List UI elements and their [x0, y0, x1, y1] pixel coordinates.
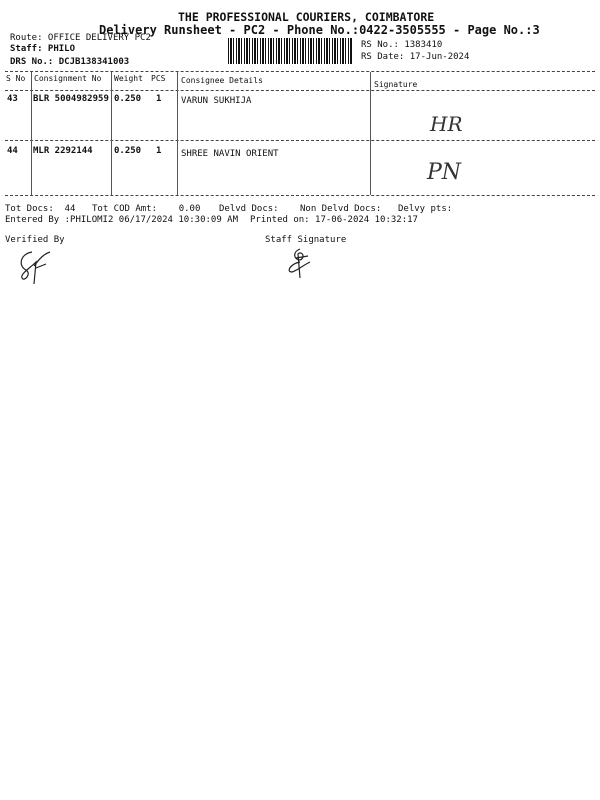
tot-cod: Tot COD Amt: 0.00: [92, 204, 201, 214]
col-weight: Weight: [114, 74, 143, 83]
weight: 0.250: [114, 94, 142, 104]
sno: 43: [7, 94, 18, 104]
pcs: 1: [156, 94, 162, 104]
staff-signature: [288, 248, 311, 279]
consignment-no: MLR 2292144: [33, 146, 93, 156]
verified-by-label: Verified By: [5, 235, 65, 245]
col-pcs: PCS: [151, 74, 166, 83]
consignee: SHREE NAVIN ORIENT: [181, 149, 279, 159]
runsheet-subtitle: Delivery Runsheet - PC2 - Phone No.:0422…: [99, 23, 540, 37]
col-consignment: Consignment No: [34, 74, 102, 83]
col-sno: S No: [6, 74, 26, 83]
staff: Staff: PHILO: [10, 44, 76, 54]
delvy-pts: Delvy pts:: [398, 204, 453, 214]
recipient-signature: HR: [430, 112, 463, 136]
entered-by: Entered By :PHILOMI2 06/17/2024 10:30:09…: [5, 215, 238, 225]
tot-docs: Tot Docs: 44: [5, 204, 76, 214]
col-signature: Signature: [374, 80, 418, 89]
staff-signature-label: Staff Signature: [265, 235, 347, 245]
company-title: THE PROFESSIONAL COURIERS, COIMBATORE: [178, 10, 435, 24]
barcode: [228, 38, 353, 64]
recipient-signature: PN: [427, 160, 462, 185]
rs-date: RS Date: 17-Jun-2024: [361, 52, 470, 62]
non-delvd-docs: Non Delvd Docs:: [300, 204, 382, 214]
consignment-no: BLR 5004982959: [33, 94, 109, 104]
rs-no: RS No.: 1383410: [361, 40, 443, 50]
pcs: 1: [156, 146, 162, 156]
verifier-signature: [20, 251, 51, 285]
sno: 44: [7, 146, 18, 156]
col-consignee: Consignee Details: [181, 76, 263, 85]
printed-on: Printed on: 17-06-2024 10:32:17: [250, 215, 418, 225]
delvd-docs: Delvd Docs:: [219, 204, 279, 214]
consignee: VARUN SUKHIJA: [181, 96, 252, 106]
drs-no: DRS No.: DCJB138341003: [10, 57, 130, 67]
weight: 0.250: [114, 146, 142, 156]
route: Route: OFFICE DELIVERY PC2: [10, 33, 151, 43]
